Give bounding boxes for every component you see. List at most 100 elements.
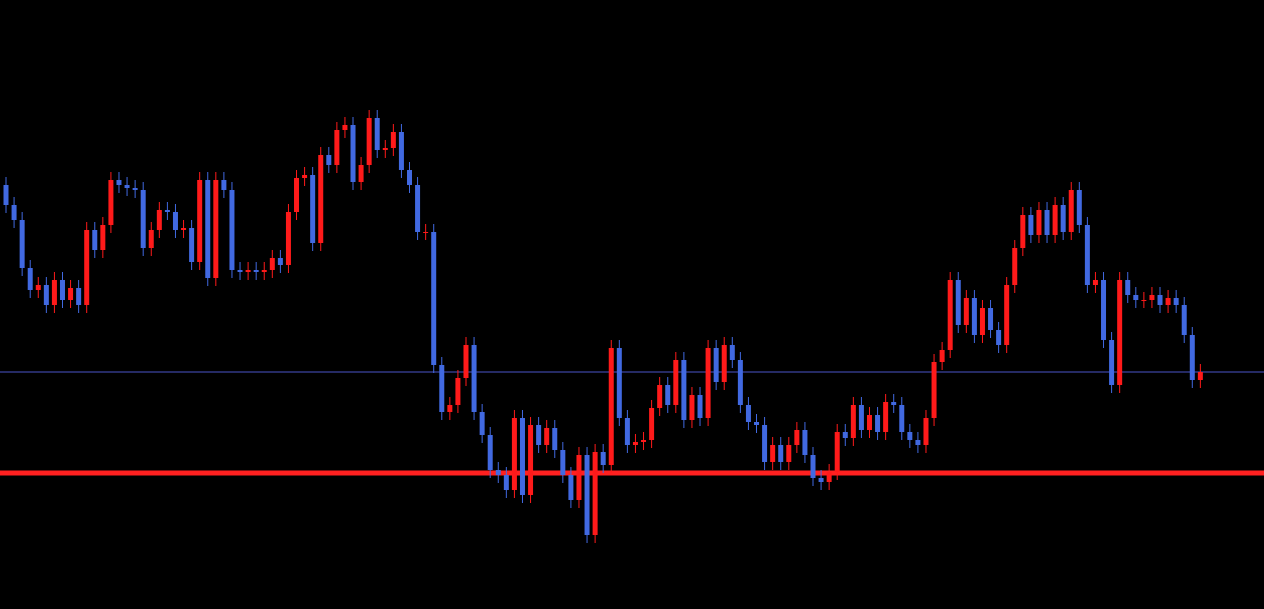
candle-body [1076,190,1082,225]
candle-body [205,180,211,278]
candle-body [84,230,90,305]
candle-body [511,418,517,490]
candle-body [310,175,316,243]
candle-body [294,178,300,212]
candle-body [269,258,275,270]
candle-body [423,232,429,233]
candle-body [100,225,106,250]
candle-body [439,365,445,412]
candle-body [778,445,784,462]
candle-body [794,430,800,445]
candle-body [92,230,98,250]
candle-body [415,185,421,232]
candle-body [899,405,905,432]
candle-body [826,472,832,482]
candle-body [1092,280,1098,285]
candle-body [398,132,404,170]
candle-body [802,430,808,455]
candle-body [963,298,969,325]
candle-body [519,418,525,495]
candle-body [697,395,703,418]
candle-body [172,212,178,230]
candle-body [883,402,889,432]
candle-body [455,378,461,405]
candle-body [1036,210,1042,235]
candle-body [124,185,130,188]
candle-body [721,345,727,382]
candle-body [326,155,332,165]
candle-body [875,415,881,432]
candle-body [302,175,308,178]
candle-body [3,185,9,205]
candle-body [737,360,743,405]
candle-body [681,360,687,420]
candle-body [35,285,41,290]
candle-body [568,475,574,500]
candle-body [713,348,719,382]
candle-body [600,452,606,465]
candle-body [431,232,437,365]
candle-body [285,212,291,265]
candle-body [1084,225,1090,285]
candle-body [988,308,994,330]
candle-body [544,428,550,445]
candle-body [108,180,114,225]
candle-body [641,440,647,442]
candle-body [487,435,493,470]
candle-body [891,402,897,405]
candle-body [665,385,671,405]
candle-body [657,385,663,408]
candle-body [471,345,477,412]
candle-body [754,422,760,425]
candle-body [132,188,138,190]
candle-body [140,190,146,248]
candle-body [1068,190,1074,232]
candle-body [1133,295,1139,300]
candle-body [11,205,17,220]
candle-body [261,270,267,272]
candle-body [43,285,49,305]
candle-body [552,428,558,450]
candle-body [1157,295,1163,305]
candle-body [1020,215,1026,248]
candle-body [1181,305,1187,335]
candle-body [374,118,380,150]
candle-body [221,180,227,190]
candle-body [592,452,598,535]
candle-body [536,425,542,445]
candle-body [866,415,872,430]
candle-body [939,350,945,362]
candle-body [237,270,243,272]
candle-body [19,220,25,268]
candle-body [1044,210,1050,235]
candle-body [762,425,768,462]
candle-body [189,228,195,262]
candle-body [608,348,614,465]
candle-body [503,475,509,490]
candle-body [447,405,453,412]
candle-body [76,288,82,305]
candle-body [164,210,170,212]
candle-body [810,455,816,478]
candle-body [729,345,735,360]
candle-body [350,125,356,182]
candle-body [842,432,848,438]
candle-body [407,170,412,185]
candle-body [1004,285,1010,345]
candle-body [334,130,340,165]
candle-body [229,190,235,270]
candle-body [156,210,162,230]
candle-body [382,148,388,150]
candle-body [1101,280,1107,340]
candle-body [342,125,348,130]
candle-body [358,165,364,182]
candle-body [27,268,33,290]
candle-body [996,330,1002,345]
candle-body [1109,340,1115,385]
candle-body [931,362,937,418]
candle-body [181,228,187,230]
candle-body [705,348,711,418]
candle-body [673,360,679,405]
